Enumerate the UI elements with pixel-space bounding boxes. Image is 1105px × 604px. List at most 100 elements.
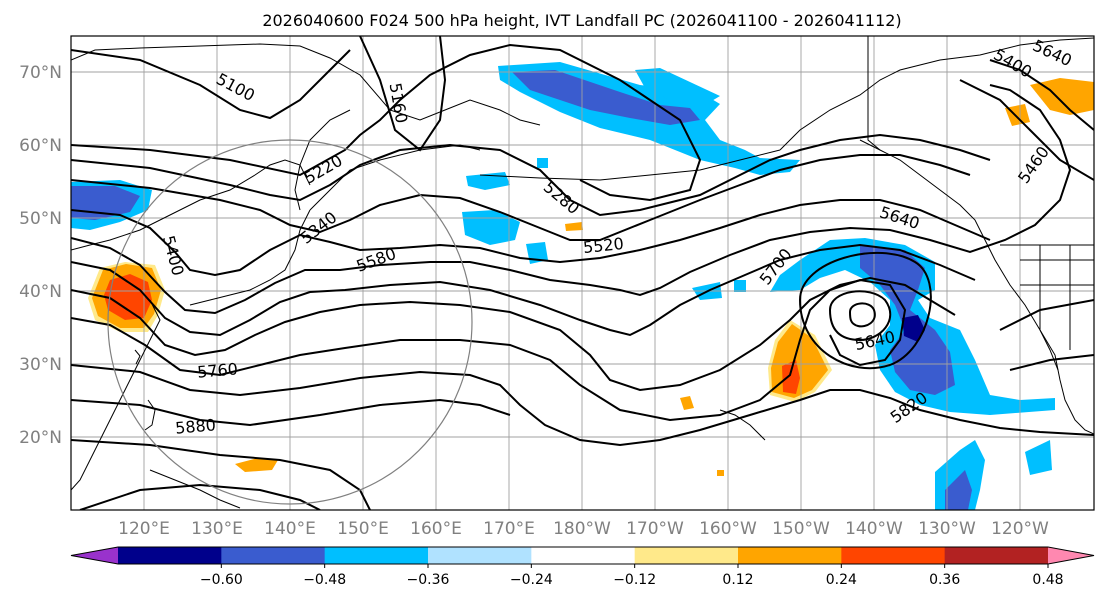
- lat-label: 40°N: [19, 282, 62, 302]
- lon-label: 170°E: [483, 519, 535, 539]
- ivt-positive-area: [565, 222, 583, 231]
- coastline-asia: [71, 159, 311, 251]
- ivt-negative-area: [734, 280, 746, 292]
- contour-5400: [71, 199, 991, 277]
- colorbar-bin: [428, 547, 532, 564]
- lon-label: 120°W: [991, 519, 1049, 539]
- contour-east-lower: [999, 299, 1094, 331]
- contour-5460: [71, 84, 1072, 315]
- colorbar-bin: [738, 547, 842, 564]
- lon-label: 130°E: [191, 519, 243, 539]
- ivt-positive-area: [782, 360, 800, 394]
- gridlines: [71, 36, 1094, 510]
- lat-label: 60°N: [19, 136, 62, 156]
- contour-low-outer: [798, 251, 932, 370]
- coastline-taiwan: [134, 349, 141, 365]
- ivt-negative-area: [635, 68, 720, 108]
- lon-label: 160°E: [410, 519, 462, 539]
- contour-label: 5760: [196, 359, 238, 381]
- coastline-aleutians: [479, 149, 781, 181]
- lon-labels: 120°E 130°E 140°E 150°E 160°E 170°E 180°…: [118, 519, 1049, 539]
- colorbar-extend-max: [1048, 547, 1094, 564]
- ivt-negative-area: [902, 315, 925, 342]
- contour-5880: [79, 483, 321, 510]
- lon-label: 170°W: [626, 519, 684, 539]
- lon-label: 140°W: [845, 519, 903, 539]
- coastline-north-america: [859, 139, 1094, 435]
- colorbar-tick-label: −0.36: [407, 572, 450, 588]
- colorbar-tick-label: 0.12: [722, 572, 753, 588]
- coastline-asia: [71, 43, 541, 126]
- contour-east-upper: [989, 59, 1094, 131]
- coastline-alaska: [779, 37, 1094, 151]
- contour-5280: [71, 133, 991, 217]
- ivt-positive-area: [104, 274, 152, 320]
- contour-5100: [71, 49, 351, 120]
- lat-label: 50°N: [19, 209, 62, 229]
- lon-label: 180°W: [553, 519, 611, 539]
- lon-label: 120°E: [118, 519, 170, 539]
- alaska-border: [867, 36, 881, 151]
- colorbar-tick-label: −0.60: [200, 572, 243, 588]
- ivt-positive-area: [235, 458, 278, 472]
- colorbar-tick-label: −0.24: [510, 572, 553, 588]
- ivt-negative-area: [466, 172, 510, 190]
- contour-low-center: [828, 290, 892, 342]
- figure-title: 2026040600 F024 500 hPa height, IVT Land…: [262, 11, 901, 30]
- colorbar-bin: [531, 547, 636, 564]
- contour-5160: [359, 36, 447, 152]
- contour-east-upper2: [959, 79, 1094, 181]
- ivt-positive-area: [680, 396, 694, 410]
- lon-label: 150°W: [772, 519, 830, 539]
- coastline-north-america: [1039, 329, 1059, 371]
- colorbar-outline: [70, 546, 1095, 565]
- contour-5340: [71, 154, 971, 241]
- colorbar-tick-label: −0.12: [613, 572, 656, 588]
- colorbar-tick-label: 0.36: [929, 572, 960, 588]
- contour-east-lower2: [1009, 354, 1094, 371]
- ivt-negative-area: [512, 70, 700, 125]
- lat-label: 20°N: [19, 428, 62, 448]
- colorbar-tick-label: 0.48: [1032, 572, 1063, 588]
- colorbar-bin: [324, 547, 429, 564]
- coastline-new-guinea: [149, 469, 241, 509]
- lon-label: 150°E: [337, 519, 389, 539]
- colorbar-bin: [634, 547, 739, 564]
- height-contours: [71, 36, 1094, 510]
- contour-5700: [71, 364, 1094, 447]
- colorbar-tick-label: 0.24: [826, 572, 857, 588]
- contour-low-inner: [848, 302, 876, 328]
- ivt-negative-area: [945, 470, 972, 510]
- contour-label: 5520: [582, 234, 624, 257]
- contour-label: 5880: [174, 415, 216, 437]
- lat-labels: 20°N 30°N 40°N 50°N 60°N 70°N: [19, 63, 62, 448]
- contour-5760: [71, 398, 511, 427]
- ivt-positive-area: [717, 470, 724, 476]
- colorbar: −0.60 −0.48 −0.36 −0.24 −0.12 0.12 0.24 0.36 0.4…: [70, 546, 1095, 588]
- ivt-shading: [71, 62, 1094, 510]
- contour-5520: [71, 243, 976, 337]
- coastline-kamchatka: [294, 109, 351, 211]
- colorbar-extend-min: [71, 547, 118, 564]
- ivt-positive-area: [1005, 104, 1030, 126]
- lat-label: 30°N: [19, 355, 62, 375]
- coastline-philippines: [144, 399, 156, 431]
- ivt-negative-area: [462, 210, 520, 245]
- colorbar-bin: [841, 547, 946, 564]
- lon-label: 160°W: [699, 519, 757, 539]
- colorbar-bin: [221, 547, 326, 564]
- contour-5220: [71, 43, 702, 202]
- us-state-lines: [1020, 245, 1094, 350]
- colorbar-bin: [944, 547, 1049, 564]
- colorbar-bin: [118, 547, 222, 564]
- lon-label: 130°W: [918, 519, 976, 539]
- map-frame: [70, 35, 1095, 511]
- radius-circle: [107, 139, 473, 505]
- lon-label: 140°E: [264, 519, 316, 539]
- lat-label: 70°N: [19, 63, 62, 83]
- coastlines: [71, 36, 1094, 509]
- ivt-negative-area: [1025, 440, 1052, 475]
- contour-5640: [71, 278, 907, 422]
- map-panel: 5100 5160 5220 5280 5340 5400 5460 5520 …: [70, 35, 1095, 511]
